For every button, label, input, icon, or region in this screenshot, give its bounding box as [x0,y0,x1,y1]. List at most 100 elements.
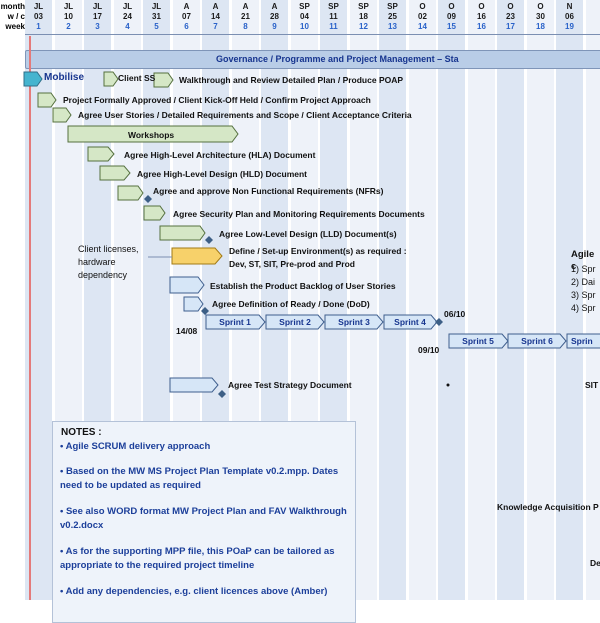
label-lld: Agree Low-Level Design (LLD) Document(s) [219,229,397,239]
timeline-column-header: SP 11 11 [320,2,347,32]
milestone-lld [205,236,213,244]
timeline-column-header: O 09 15 [438,2,465,32]
bar-sprint-1 [205,314,266,330]
header-month: N [566,2,573,11]
knowledge-label: Knowledge Acquisition P [497,502,599,512]
header-month: SP [299,2,310,11]
milestone-test-strategy [218,390,226,398]
timeline-column [438,0,465,600]
label-test-strategy: Agree Test Strategy Document [228,380,352,390]
label-env-1: Define / Set-up Environment(s) as requir… [229,246,407,256]
label-sprint-5: Sprint 5 [462,336,494,346]
bar-backlog [169,276,205,294]
header-date: 03 [34,12,43,21]
label-sprint-4: Sprint 4 [394,317,426,327]
bar-security [143,205,166,221]
header-date: 24 [123,12,132,21]
header-week: 2 [66,22,71,31]
header-month: O [448,2,455,11]
milestone-sprint-4 [435,318,443,326]
header-month: SP [387,2,398,11]
header-month: A [183,2,190,11]
label-client-ss: Client SS [118,73,156,83]
bar-dod [183,296,204,312]
timeline-column [468,0,495,600]
label-user-stories: Agree User Stories / Detailed Requiremen… [78,110,412,120]
notes-box: NOTES : • Agile SCRUM delivery approach … [52,421,356,623]
bar-sprint-2 [265,314,325,330]
client-note-line-2: hardware [78,257,116,267]
de-label: De [590,558,600,568]
timeline-column-header: SP 25 13 [379,2,406,32]
header-date: 18 [359,12,368,21]
header-month: O [507,2,514,11]
timeline-column [497,0,524,600]
sit-label: SIT [585,380,599,390]
bar-environment [171,247,223,265]
timeline-column [527,0,554,600]
header-date: 25 [388,12,397,21]
bar-client-ss [103,71,119,87]
bar-walkthrough [153,72,174,88]
header-date: 21 [241,12,250,21]
bar-sprint-5 [448,333,509,349]
timeline-column-header: O 30 18 [527,2,554,32]
governance-bar: Governance / Programme and Project Manag… [25,50,600,69]
header-week: 19 [565,22,574,31]
header-label-wc: w / c [7,12,25,21]
date-0910: 09/10 [418,345,440,355]
agile-item-2: 2) Dai [571,277,596,287]
label-mobilise: Mobilise [44,72,85,83]
timeline-column-header: A 21 8 [232,2,259,32]
header-week: 1 [36,22,41,31]
header-date: 11 [329,12,338,21]
note-item-3: • See also WORD format MW Project Plan a… [60,506,347,531]
label-sprint-6: Sprint 6 [521,336,553,346]
notes-title: NOTES : [61,427,102,438]
header-week: 14 [418,22,427,31]
label-hla: Agree High-Level Architecture (HLA) Docu… [124,150,316,160]
note-item-4: • As for the supporting MPP file, this P… [60,546,335,571]
gantt-bars [23,71,600,398]
bar-lld [159,225,206,241]
client-note-line-1: Client licenses, [78,244,139,254]
header-week: 15 [447,22,456,31]
header-week: 13 [388,22,397,31]
timeline-column-header: JL 03 1 [25,2,52,32]
header-divider [25,34,600,35]
milestone-nfr [144,195,152,203]
label-workshops: Workshops [128,130,175,140]
header-date: 23 [506,12,515,21]
bar-sprint-4 [383,314,438,330]
header-week: 18 [536,22,545,31]
header-week: 4 [125,22,130,31]
header-week: 17 [506,22,515,31]
note-item-5: • Add any dependencies, e.g. client lice… [60,586,328,597]
label-sprint-1: Sprint 1 [219,317,251,327]
today-line [29,36,31,600]
header-date: 06 [565,12,574,21]
note-item-1: • Agile SCRUM delivery approach [60,441,211,452]
label-backlog: Establish the Product Backlog of User St… [210,281,396,291]
header-date: 16 [477,12,486,21]
header-date: 30 [536,12,545,21]
header-month: A [212,2,219,11]
bar-sprint-7 [566,333,600,349]
header-date: 04 [300,12,309,21]
header-month: JL [151,2,162,11]
timeline-column [586,0,600,600]
header-date: 31 [152,12,161,21]
label-env-2: Dev, ST, SIT, Pre-prod and Prod [229,259,355,269]
header-month: A [242,2,249,11]
header-month: JL [63,2,74,11]
label-dod: Agree Definition of Ready / Done (DoD) [212,299,370,309]
header-week: 6 [184,22,189,31]
date-1408: 14/08 [176,326,198,336]
header-date: 07 [182,12,191,21]
label-hld: Agree High-Level Design (HLD) Document [137,169,308,179]
header-week: 10 [300,22,309,31]
header-month: O [478,2,485,11]
marker-dot [446,383,450,387]
label-sprint-2: Sprint 2 [279,317,311,327]
agile-item-3: 3) Spr [571,290,596,300]
